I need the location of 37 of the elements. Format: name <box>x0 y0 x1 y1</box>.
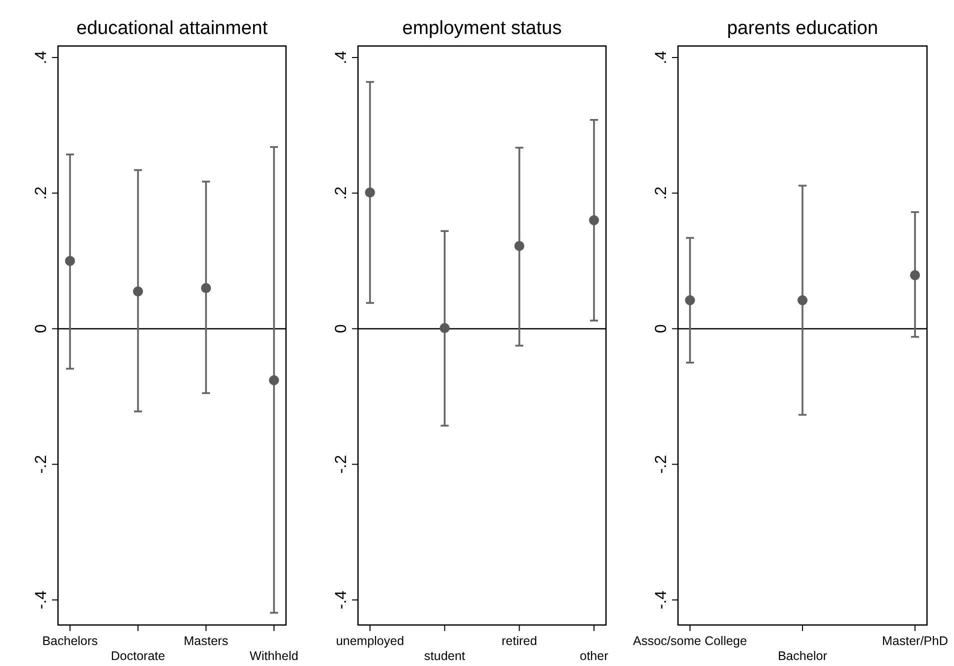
y-tick-label: .2 <box>653 186 670 200</box>
y-tick-label: -.2 <box>33 454 50 474</box>
x-tick-label: student <box>424 649 466 663</box>
y-tick-label: .4 <box>33 50 50 64</box>
x-tick-label: Bachelors <box>42 634 98 648</box>
chart-title: parents education <box>726 18 878 39</box>
x-tick-label: Masters <box>184 634 228 648</box>
x-tick-label: unemployed <box>336 634 404 648</box>
x-tick-label: Assoc/some College <box>633 634 748 648</box>
y-tick-label: .4 <box>333 50 350 64</box>
x-tick-label: other <box>580 649 608 663</box>
x-tick-label: Master/PhD <box>882 634 948 648</box>
y-tick-label: -.4 <box>333 590 350 610</box>
y-tick-label: 0 <box>653 324 670 334</box>
x-tick-label: Doctorate <box>110 649 166 663</box>
x-tick-label: retired <box>502 634 538 648</box>
y-tick-label: -.4 <box>653 590 670 610</box>
chart-title: employment status <box>402 18 562 39</box>
point <box>269 375 279 386</box>
point <box>133 286 143 296</box>
y-tick-label: -.2 <box>333 454 350 474</box>
x-tick-label: Withheld <box>250 649 298 663</box>
point <box>514 241 524 252</box>
point <box>589 215 599 226</box>
point <box>65 256 75 266</box>
y-tick-label: 0 <box>333 324 350 334</box>
y-tick-label: .2 <box>333 186 350 200</box>
y-tick-label: .4 <box>653 50 670 64</box>
point <box>201 283 211 294</box>
y-tick-label: .2 <box>33 186 50 200</box>
point <box>365 187 375 198</box>
y-tick-label: -.4 <box>33 590 50 610</box>
chart-title: educational attainment <box>76 18 268 39</box>
x-tick-label: Bachelor <box>778 649 828 663</box>
y-tick-label: 0 <box>33 324 50 334</box>
point <box>440 323 450 334</box>
y-tick-label: -.2 <box>653 454 670 474</box>
